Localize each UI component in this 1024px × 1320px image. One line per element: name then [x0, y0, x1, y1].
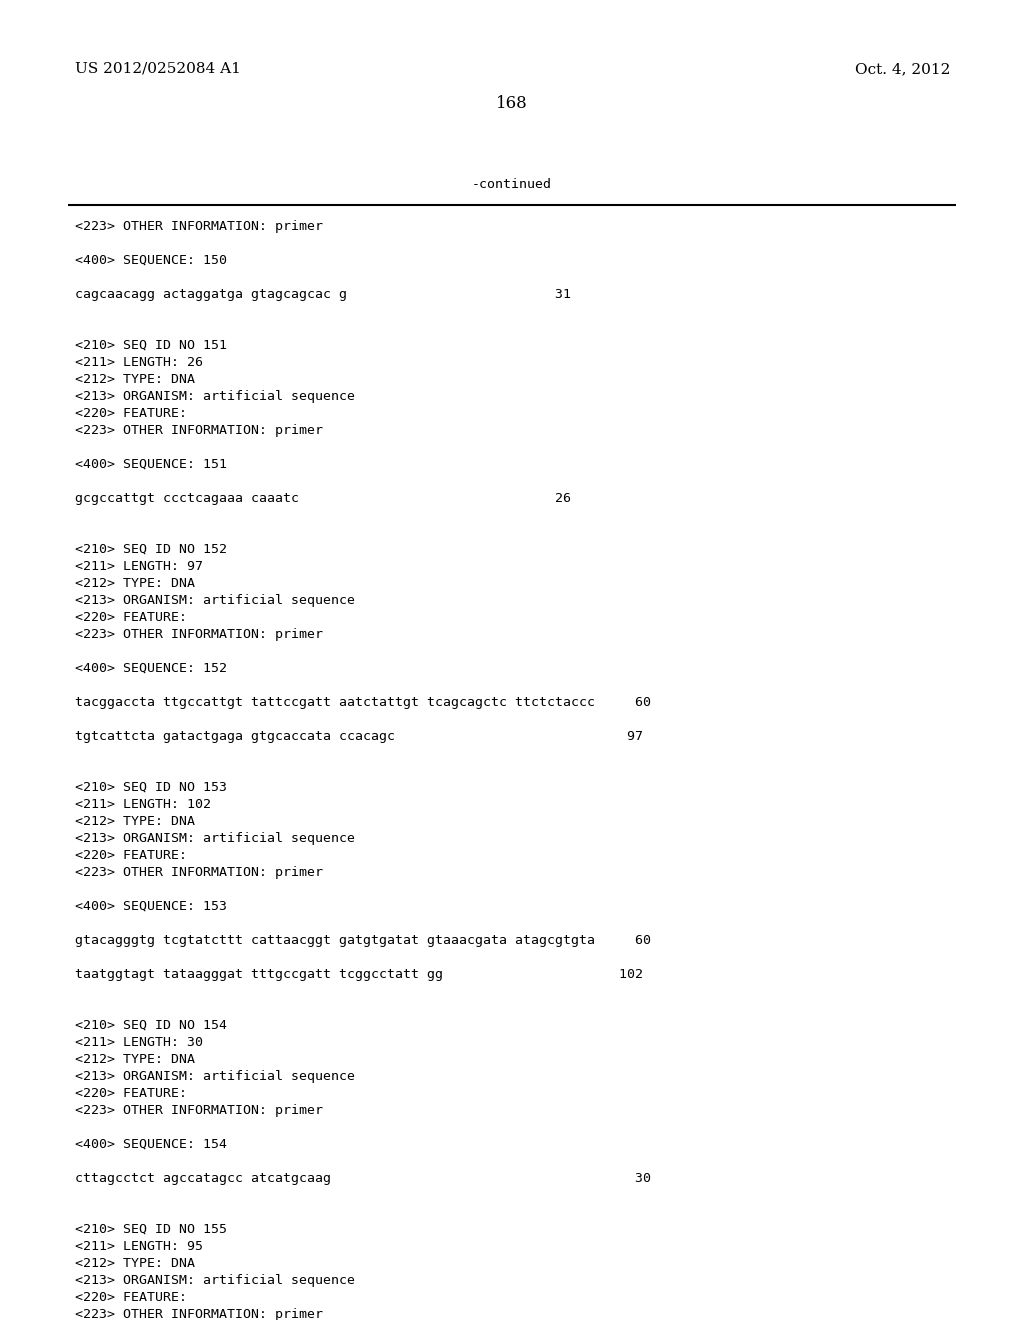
Text: <213> ORGANISM: artificial sequence: <213> ORGANISM: artificial sequence [75, 832, 355, 845]
Text: 168: 168 [496, 95, 528, 112]
Text: <220> FEATURE:: <220> FEATURE: [75, 1291, 187, 1304]
Text: <223> OTHER INFORMATION: primer: <223> OTHER INFORMATION: primer [75, 424, 323, 437]
Text: <210> SEQ ID NO 152: <210> SEQ ID NO 152 [75, 543, 227, 556]
Text: cagcaacagg actaggatga gtagcagcac g                          31: cagcaacagg actaggatga gtagcagcac g 31 [75, 288, 571, 301]
Text: <212> TYPE: DNA: <212> TYPE: DNA [75, 374, 195, 385]
Text: <223> OTHER INFORMATION: primer: <223> OTHER INFORMATION: primer [75, 1308, 323, 1320]
Text: <212> TYPE: DNA: <212> TYPE: DNA [75, 814, 195, 828]
Text: <400> SEQUENCE: 150: <400> SEQUENCE: 150 [75, 253, 227, 267]
Text: <211> LENGTH: 30: <211> LENGTH: 30 [75, 1036, 203, 1049]
Text: <213> ORGANISM: artificial sequence: <213> ORGANISM: artificial sequence [75, 1274, 355, 1287]
Text: <400> SEQUENCE: 153: <400> SEQUENCE: 153 [75, 900, 227, 913]
Text: tgtcattcta gatactgaga gtgcaccata ccacagc                             97: tgtcattcta gatactgaga gtgcaccata ccacagc… [75, 730, 643, 743]
Text: <400> SEQUENCE: 151: <400> SEQUENCE: 151 [75, 458, 227, 471]
Text: <210> SEQ ID NO 155: <210> SEQ ID NO 155 [75, 1224, 227, 1236]
Text: <223> OTHER INFORMATION: primer: <223> OTHER INFORMATION: primer [75, 866, 323, 879]
Text: gtacagggtg tcgtatcttt cattaacggt gatgtgatat gtaaacgata atagcgtgta     60: gtacagggtg tcgtatcttt cattaacggt gatgtga… [75, 935, 651, 946]
Text: <400> SEQUENCE: 152: <400> SEQUENCE: 152 [75, 663, 227, 675]
Text: <223> OTHER INFORMATION: primer: <223> OTHER INFORMATION: primer [75, 628, 323, 642]
Text: taatggtagt tataagggat tttgccgatt tcggcctatt gg                      102: taatggtagt tataagggat tttgccgatt tcggcct… [75, 968, 643, 981]
Text: <212> TYPE: DNA: <212> TYPE: DNA [75, 1257, 195, 1270]
Text: <220> FEATURE:: <220> FEATURE: [75, 611, 187, 624]
Text: US 2012/0252084 A1: US 2012/0252084 A1 [75, 62, 241, 77]
Text: <211> LENGTH: 97: <211> LENGTH: 97 [75, 560, 203, 573]
Text: <220> FEATURE:: <220> FEATURE: [75, 1086, 187, 1100]
Text: <211> LENGTH: 102: <211> LENGTH: 102 [75, 799, 211, 810]
Text: <210> SEQ ID NO 151: <210> SEQ ID NO 151 [75, 339, 227, 352]
Text: <213> ORGANISM: artificial sequence: <213> ORGANISM: artificial sequence [75, 594, 355, 607]
Text: <223> OTHER INFORMATION: primer: <223> OTHER INFORMATION: primer [75, 1104, 323, 1117]
Text: <213> ORGANISM: artificial sequence: <213> ORGANISM: artificial sequence [75, 389, 355, 403]
Text: <212> TYPE: DNA: <212> TYPE: DNA [75, 1053, 195, 1067]
Text: <220> FEATURE:: <220> FEATURE: [75, 849, 187, 862]
Text: <210> SEQ ID NO 153: <210> SEQ ID NO 153 [75, 781, 227, 795]
Text: <213> ORGANISM: artificial sequence: <213> ORGANISM: artificial sequence [75, 1071, 355, 1082]
Text: Oct. 4, 2012: Oct. 4, 2012 [855, 62, 950, 77]
Text: -continued: -continued [472, 178, 552, 191]
Text: <210> SEQ ID NO 154: <210> SEQ ID NO 154 [75, 1019, 227, 1032]
Text: tacggaccta ttgccattgt tattccgatt aatctattgt tcagcagctc ttctctaccc     60: tacggaccta ttgccattgt tattccgatt aatctat… [75, 696, 651, 709]
Text: <223> OTHER INFORMATION: primer: <223> OTHER INFORMATION: primer [75, 220, 323, 234]
Text: <220> FEATURE:: <220> FEATURE: [75, 407, 187, 420]
Text: <400> SEQUENCE: 154: <400> SEQUENCE: 154 [75, 1138, 227, 1151]
Text: cttagcctct agccatagcc atcatgcaag                                      30: cttagcctct agccatagcc atcatgcaag 30 [75, 1172, 651, 1185]
Text: <211> LENGTH: 26: <211> LENGTH: 26 [75, 356, 203, 370]
Text: gcgccattgt ccctcagaaa caaatc                                26: gcgccattgt ccctcagaaa caaatc 26 [75, 492, 571, 506]
Text: <211> LENGTH: 95: <211> LENGTH: 95 [75, 1239, 203, 1253]
Text: <212> TYPE: DNA: <212> TYPE: DNA [75, 577, 195, 590]
